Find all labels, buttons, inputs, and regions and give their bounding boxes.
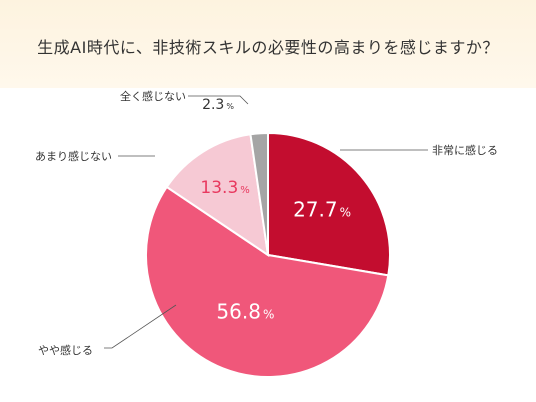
slice-value-unit: % <box>340 205 351 219</box>
pie-slice <box>145 185 390 378</box>
leader-line <box>104 304 177 349</box>
pie-slice <box>249 131 269 256</box>
slice-value-label: 2.3% <box>202 97 234 113</box>
slice-category-label: 全く感じない <box>120 89 186 103</box>
slice-category-label: あまり感じない <box>35 150 112 163</box>
chart-title: 生成AI時代に、非技術スキルの必要性の高まりを感じますか？ <box>37 38 499 57</box>
title-bar <box>0 0 536 88</box>
pie-slices <box>145 131 391 378</box>
slice-value-unit: % <box>240 185 250 196</box>
leader-line <box>188 95 249 105</box>
leader-lines <box>104 95 428 349</box>
pie-slice <box>165 133 270 258</box>
slice-value-label: 13.3% <box>200 178 249 198</box>
slice-category-label: 非常に感じる <box>432 144 498 157</box>
slice-category-label: やや感じる <box>38 344 93 357</box>
slice-value-unit: % <box>263 308 274 322</box>
slice-value-unit: % <box>226 102 234 111</box>
pie-slice <box>267 131 391 277</box>
